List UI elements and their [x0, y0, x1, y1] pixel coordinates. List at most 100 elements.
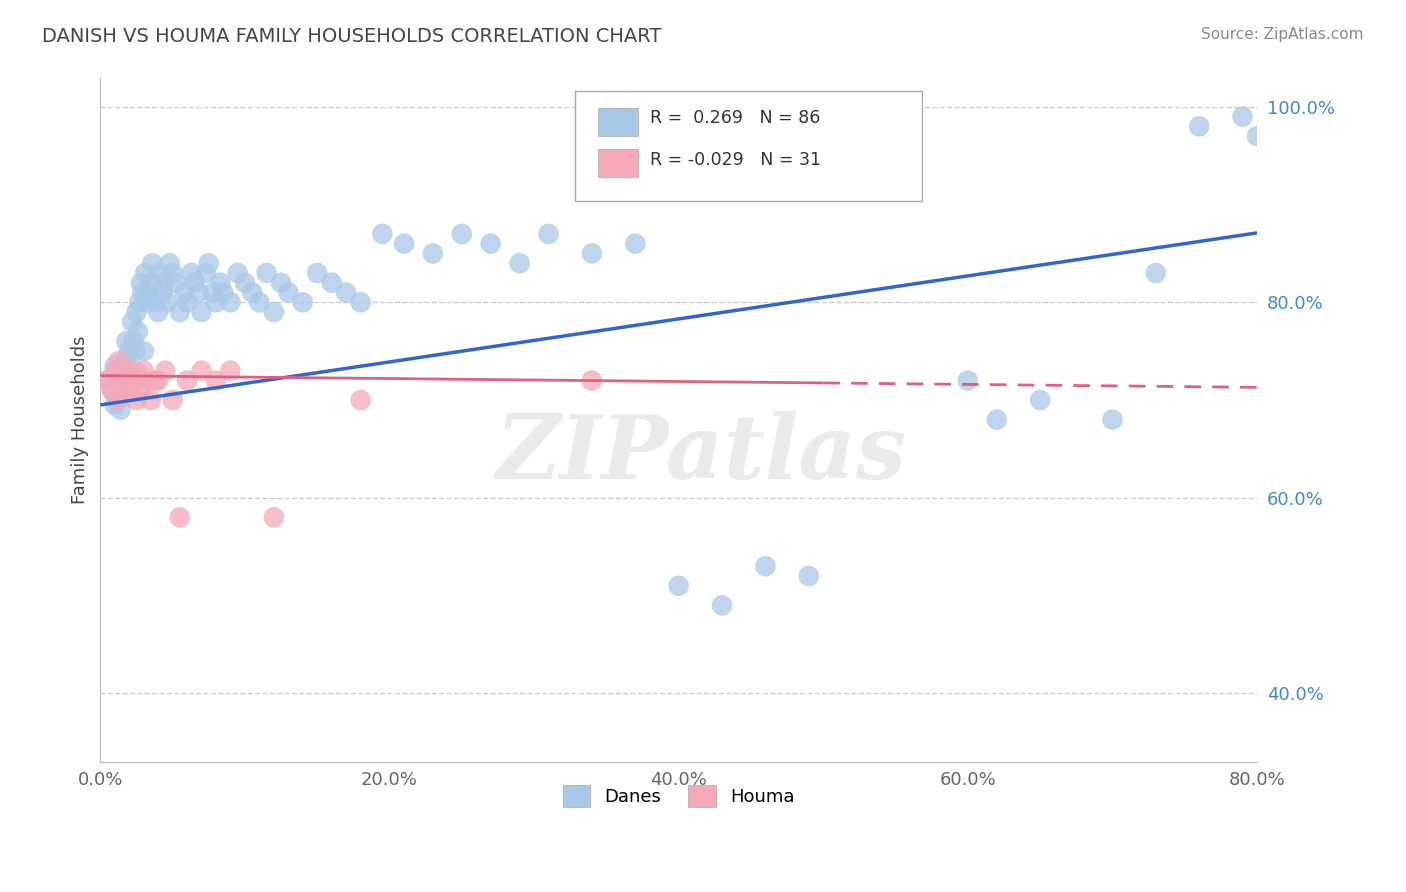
Point — [132, 364, 155, 378]
Point — [139, 276, 162, 290]
Point — [135, 295, 157, 310]
Point — [162, 266, 184, 280]
Point — [125, 305, 148, 319]
Point — [135, 374, 157, 388]
Point — [159, 256, 181, 270]
Point — [141, 256, 163, 270]
Point — [371, 227, 394, 241]
Point — [121, 374, 143, 388]
Point — [115, 334, 138, 349]
Point — [270, 276, 292, 290]
Point — [101, 384, 124, 398]
Point — [148, 374, 170, 388]
Point — [128, 374, 150, 388]
Point — [226, 266, 249, 280]
Legend: Danes, Houma: Danes, Houma — [555, 778, 801, 814]
Point — [128, 295, 150, 310]
Point — [107, 392, 129, 407]
Point — [169, 305, 191, 319]
Point — [581, 374, 603, 388]
Point — [205, 374, 228, 388]
Point — [180, 266, 202, 280]
Point — [129, 276, 152, 290]
Point — [240, 285, 263, 300]
Point — [139, 392, 162, 407]
Point — [176, 374, 198, 388]
Point — [118, 374, 141, 388]
Point — [153, 276, 176, 290]
Point — [149, 266, 172, 280]
Point — [205, 295, 228, 310]
Point — [335, 285, 357, 300]
Point — [125, 392, 148, 407]
Point — [256, 266, 278, 280]
Point — [263, 510, 285, 524]
Point — [202, 285, 225, 300]
Point — [114, 364, 136, 378]
FancyBboxPatch shape — [575, 91, 921, 201]
Point — [114, 354, 136, 368]
Point — [97, 374, 120, 388]
Point — [422, 246, 444, 260]
Point — [108, 354, 131, 368]
Point — [156, 295, 179, 310]
Point — [711, 599, 734, 613]
Point — [112, 384, 135, 398]
Point — [321, 276, 343, 290]
Point — [121, 315, 143, 329]
Point — [134, 266, 156, 280]
Point — [797, 569, 820, 583]
Point — [291, 295, 314, 310]
Point — [392, 236, 415, 251]
Point — [219, 295, 242, 310]
Point — [1144, 266, 1167, 280]
Point — [143, 295, 166, 310]
Point — [277, 285, 299, 300]
Point — [1029, 392, 1052, 407]
Point — [124, 364, 146, 378]
Point — [104, 398, 127, 412]
Text: DANISH VS HOUMA FAMILY HOUSEHOLDS CORRELATION CHART: DANISH VS HOUMA FAMILY HOUSEHOLDS CORREL… — [42, 27, 662, 45]
Point — [131, 285, 153, 300]
Point — [450, 227, 472, 241]
Point — [104, 364, 127, 378]
Point — [173, 285, 195, 300]
Point — [169, 510, 191, 524]
Point — [110, 402, 132, 417]
Point — [581, 246, 603, 260]
Point — [176, 295, 198, 310]
Point — [111, 374, 134, 388]
Point — [115, 374, 138, 388]
Y-axis label: Family Households: Family Households — [72, 335, 89, 504]
Point — [1101, 412, 1123, 426]
Point — [120, 374, 142, 388]
Point — [155, 364, 177, 378]
Text: ZIPatlas: ZIPatlas — [496, 410, 907, 497]
Point — [136, 285, 159, 300]
Point — [349, 392, 371, 407]
Point — [194, 266, 217, 280]
Point — [509, 256, 531, 270]
Point — [118, 364, 141, 378]
Point — [107, 392, 129, 407]
Point — [754, 559, 776, 574]
Text: R = -0.029   N = 31: R = -0.029 N = 31 — [650, 151, 821, 169]
Point — [1188, 120, 1211, 134]
Point — [101, 384, 124, 398]
Point — [219, 364, 242, 378]
Point — [187, 285, 209, 300]
Point — [349, 295, 371, 310]
Bar — [598, 108, 638, 136]
Point — [1246, 129, 1268, 144]
Point — [97, 374, 120, 388]
Point — [104, 359, 127, 373]
Point — [183, 276, 205, 290]
Point — [108, 368, 131, 383]
Point — [152, 285, 174, 300]
Point — [209, 276, 232, 290]
Bar — [598, 149, 638, 177]
Point — [148, 305, 170, 319]
Point — [111, 364, 134, 378]
Point — [162, 392, 184, 407]
Point — [127, 325, 149, 339]
